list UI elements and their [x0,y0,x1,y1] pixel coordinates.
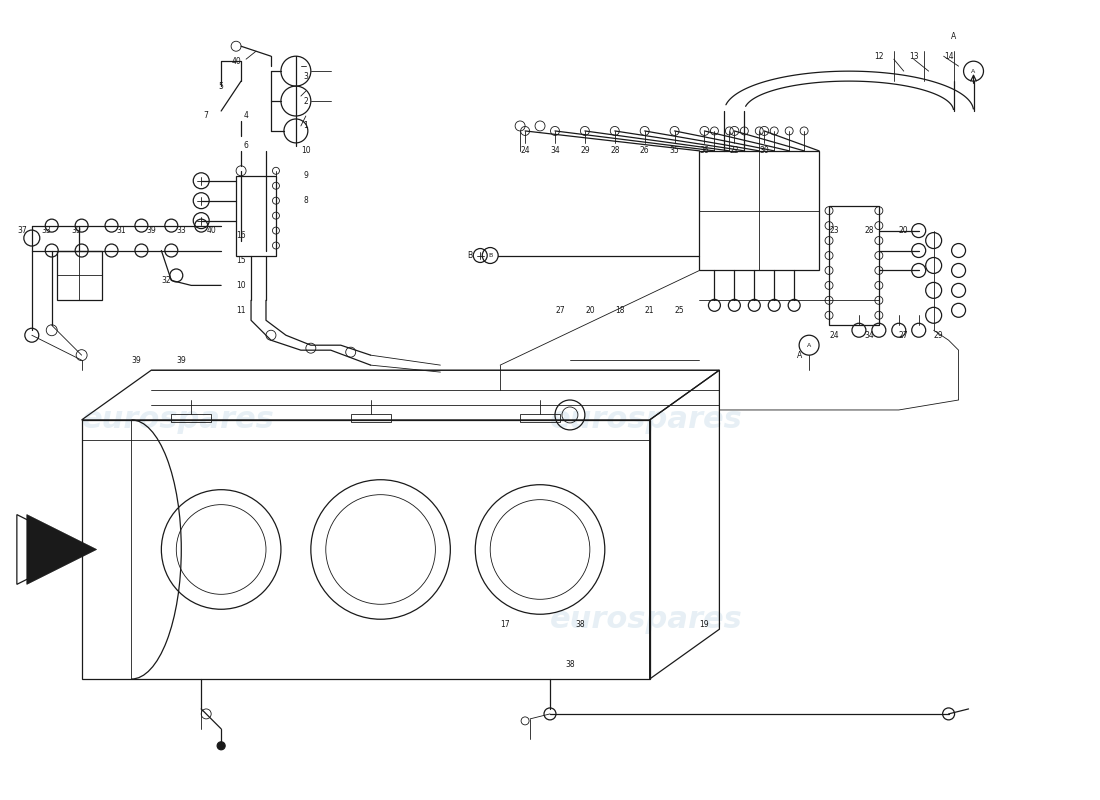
Text: 23: 23 [829,226,839,235]
Text: 30: 30 [759,146,769,155]
Bar [57,250,101,300]
Text: 28: 28 [865,226,873,235]
Text: 32: 32 [162,276,172,285]
Bar [351,414,390,422]
Text: 35: 35 [670,146,680,155]
Text: B: B [488,253,493,258]
Text: 38: 38 [565,659,574,669]
Text: 31: 31 [117,226,126,235]
Text: eurospares: eurospares [81,406,274,434]
Polygon shape [26,514,97,584]
Text: A: A [807,342,811,348]
Text: 28: 28 [610,146,619,155]
Text: 38: 38 [575,620,585,629]
Text: 5: 5 [219,82,223,90]
Text: 10: 10 [236,281,246,290]
Bar [829,206,879,326]
Bar [520,414,560,422]
Text: 16: 16 [236,231,246,240]
Circle shape [217,742,226,750]
Text: 36: 36 [700,146,710,155]
Text: B: B [468,251,473,260]
Text: 40: 40 [207,226,216,235]
Text: A: A [796,350,802,360]
Text: 27: 27 [556,306,564,315]
Text: 33: 33 [42,226,52,235]
Text: 39: 39 [132,356,141,365]
Text: 24: 24 [520,146,530,155]
Text: 21: 21 [645,306,654,315]
Text: 40: 40 [231,57,241,66]
Bar [700,151,820,270]
Text: 10: 10 [301,146,310,155]
Text: 17: 17 [500,620,510,629]
Text: 34: 34 [550,146,560,155]
Text: 2: 2 [304,97,308,106]
Text: eurospares: eurospares [550,605,742,634]
Text: 3: 3 [304,72,308,81]
Text: 34: 34 [864,330,873,340]
Text: 12: 12 [874,52,883,61]
Text: 26: 26 [640,146,649,155]
Text: 29: 29 [580,146,590,155]
Text: 13: 13 [909,52,918,61]
Text: 9: 9 [304,171,308,180]
Text: 37: 37 [16,226,26,235]
Text: A: A [952,32,956,41]
Text: 33: 33 [176,226,186,235]
Text: 8: 8 [304,196,308,205]
Text: 11: 11 [236,306,245,315]
Text: 29: 29 [934,330,944,340]
Text: 15: 15 [236,256,246,265]
Text: 18: 18 [615,306,625,315]
Bar [236,176,276,255]
Text: 27: 27 [899,330,909,340]
Text: 1: 1 [304,122,308,130]
Text: 39: 39 [176,356,186,365]
Text: 6: 6 [243,142,249,150]
Text: 4: 4 [243,111,249,121]
Text: 14: 14 [944,52,954,61]
Text: 19: 19 [700,620,710,629]
Text: 39: 39 [146,226,156,235]
Text: 24: 24 [829,330,839,340]
Text: eurospares: eurospares [550,406,742,434]
Text: 7: 7 [204,111,209,121]
Text: 25: 25 [674,306,684,315]
Text: 22: 22 [729,146,739,155]
Text: 20: 20 [585,306,595,315]
Text: 39: 39 [72,226,81,235]
Bar [172,414,211,422]
Text: 20: 20 [899,226,909,235]
Text: A: A [971,69,976,74]
